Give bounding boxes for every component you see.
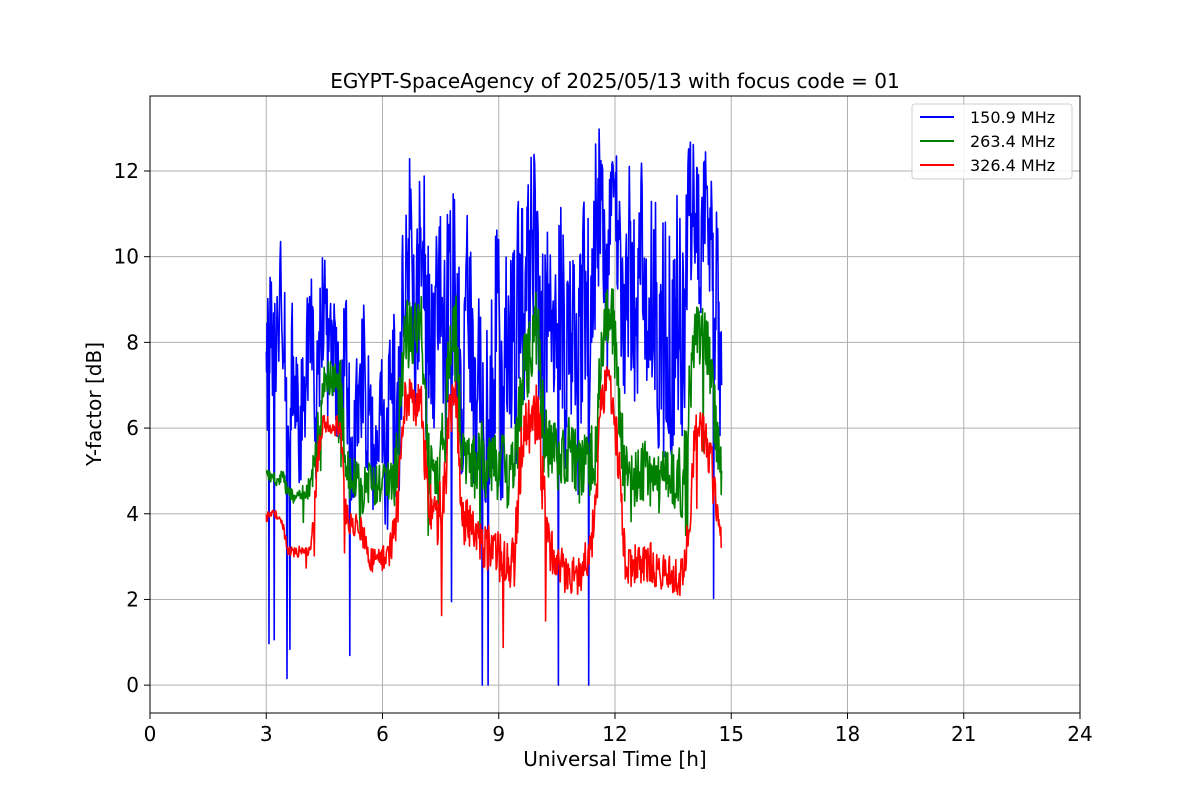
legend-label-263-4: 263.4 MHz [970,132,1055,151]
chart-title: EGYPT-SpaceAgency of 2025/05/13 with foc… [330,69,899,93]
x-tick-label: 6 [376,722,389,746]
x-tick-label: 3 [260,722,273,746]
x-tick-label: 24 [1067,722,1092,746]
legend: 150.9 MHz 263.4 MHz 326.4 MHz [911,103,1073,180]
x-tick-label: 0 [144,722,157,746]
x-tick-label: 15 [719,722,744,746]
y-tick-label: 4 [126,502,139,526]
y-tick-label: 10 [114,245,139,269]
legend-box [911,103,1073,180]
x-tick-label: 12 [602,722,627,746]
x-tick-label: 9 [492,722,505,746]
series-line-326-4-mhz [265,366,723,649]
y-tick-label: 8 [126,330,139,354]
legend-label-326-4: 326.4 MHz [970,156,1055,175]
y-tick-label: 12 [114,159,139,183]
x-axis-label: Universal Time [h] [523,747,706,771]
y-axis-label: Y-factor [dB] [82,342,106,467]
x-tick-label: 18 [835,722,860,746]
y-tick-label: 2 [126,587,139,611]
y-tick-label: 0 [126,673,139,697]
y-tick-label: 6 [126,416,139,440]
series-layer [265,128,723,686]
legend-label-150-9: 150.9 MHz [970,108,1055,127]
x-tick-label: 21 [951,722,976,746]
